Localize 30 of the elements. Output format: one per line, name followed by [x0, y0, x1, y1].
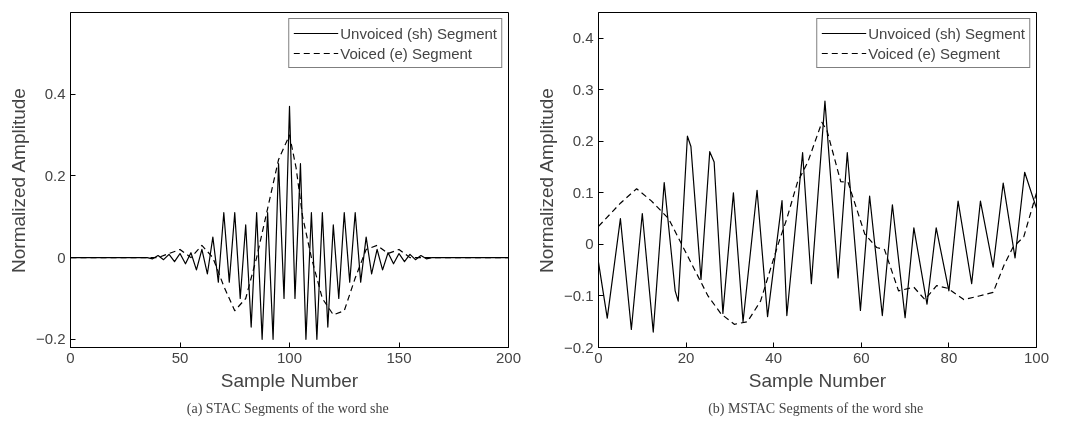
y-tick-label: 0.4: [572, 29, 594, 47]
y-tick-label: 0: [585, 235, 594, 253]
x-tick-label: 100: [1023, 348, 1050, 366]
y-tick-label: 0.2: [572, 132, 594, 150]
x-tick-label: 100: [276, 348, 303, 366]
legend-label: Voiced (e) Segment: [868, 44, 1000, 62]
y-tick-label: 0.2: [44, 166, 66, 184]
x-tick-label: 40: [765, 348, 783, 366]
text: (b) MSTAC Segments of the word she: [708, 400, 924, 417]
y-tick-label: 0.1: [572, 183, 594, 201]
x-tick-label: 60: [852, 348, 870, 366]
y-tick-label: −0.2: [35, 330, 66, 348]
y-tick-label: 0.3: [572, 80, 594, 98]
legend-label: Voiced (e) Segment: [340, 44, 472, 62]
x-axis-title: Sample Number: [220, 369, 359, 391]
x-axis-title: Sample Number: [748, 369, 887, 391]
y-tick-label: −0.1: [563, 286, 594, 304]
y-tick-label: 0: [57, 248, 66, 266]
x-tick-label: 200: [495, 348, 522, 366]
x-tick-label: 20: [677, 348, 695, 366]
y-axis-title: Normalized Amplitude: [7, 88, 29, 273]
y-tick-label: −0.2: [563, 338, 594, 356]
y-axis-title: Normalized Amplitude: [535, 88, 557, 273]
x-tick-label: 150: [386, 348, 412, 366]
x-tick-label: 80: [940, 348, 958, 366]
legend-label: Unvoiced (sh) Segment: [340, 24, 497, 42]
text: (a) STAC Segments of the word she: [186, 400, 389, 417]
y-tick-label: 0.4: [44, 85, 66, 103]
x-tick-label: 50: [171, 348, 189, 366]
legend-label: Unvoiced (sh) Segment: [868, 24, 1025, 42]
